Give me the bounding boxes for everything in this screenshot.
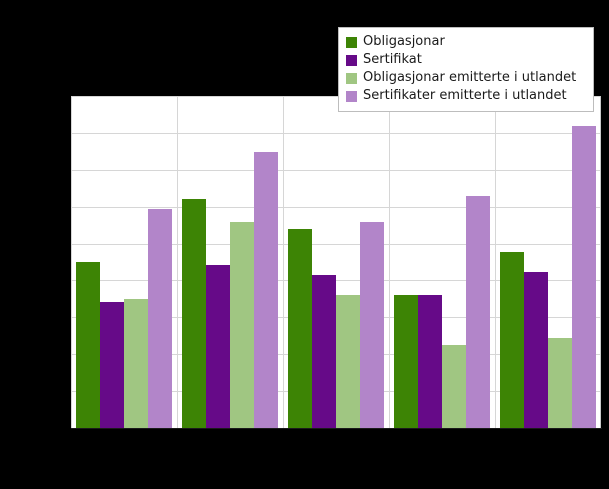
bar xyxy=(254,152,278,428)
bar xyxy=(206,265,230,428)
bar xyxy=(360,222,384,428)
gridline-horizontal xyxy=(71,207,600,208)
bar xyxy=(124,298,148,428)
bar xyxy=(148,208,172,428)
legend-item-label: Sertifikater emitterte i utlandet xyxy=(363,88,567,103)
gridline-horizontal xyxy=(71,244,600,245)
bar xyxy=(524,271,548,428)
bar xyxy=(182,198,206,428)
legend-swatch-icon xyxy=(346,72,357,84)
gridline-horizontal xyxy=(71,133,600,134)
legend-item-label: Sertifikat xyxy=(363,52,422,67)
bar xyxy=(548,338,572,428)
bar xyxy=(442,345,466,428)
legend-swatch-icon xyxy=(346,54,357,66)
bar xyxy=(230,222,254,428)
legend-item[interactable]: Obligasjonar xyxy=(346,33,586,51)
bar xyxy=(100,301,124,428)
gridline-horizontal xyxy=(71,96,600,97)
legend-swatch-icon xyxy=(346,36,357,48)
legend-item[interactable]: Obligasjonar emitterte i utlandet xyxy=(346,69,586,87)
bar xyxy=(76,262,100,428)
legend-item[interactable]: Sertifikater emitterte i utlandet xyxy=(346,87,586,105)
bar-series-container xyxy=(71,96,601,428)
legend-item-label: Obligasjonar xyxy=(363,34,445,49)
gridline-horizontal xyxy=(71,170,600,171)
chart-legend: Obligasjonar Sertifikat Obligasjonar emi… xyxy=(338,27,594,112)
legend-swatch-icon xyxy=(346,90,357,102)
bar xyxy=(500,252,524,428)
gridline-vertical xyxy=(283,96,284,428)
bar xyxy=(572,125,596,428)
bar xyxy=(336,295,360,428)
bar xyxy=(288,228,312,428)
bar xyxy=(312,275,336,428)
bar xyxy=(418,295,442,428)
bar xyxy=(466,195,490,428)
gridline-vertical xyxy=(495,96,496,428)
bar xyxy=(394,295,418,428)
y-axis xyxy=(71,96,72,429)
gridline-vertical xyxy=(389,96,390,428)
legend-item[interactable]: Sertifikat xyxy=(346,51,586,69)
x-axis xyxy=(71,428,602,429)
gridline-vertical xyxy=(177,96,178,428)
legend-item-label: Obligasjonar emitterte i utlandet xyxy=(363,70,577,85)
